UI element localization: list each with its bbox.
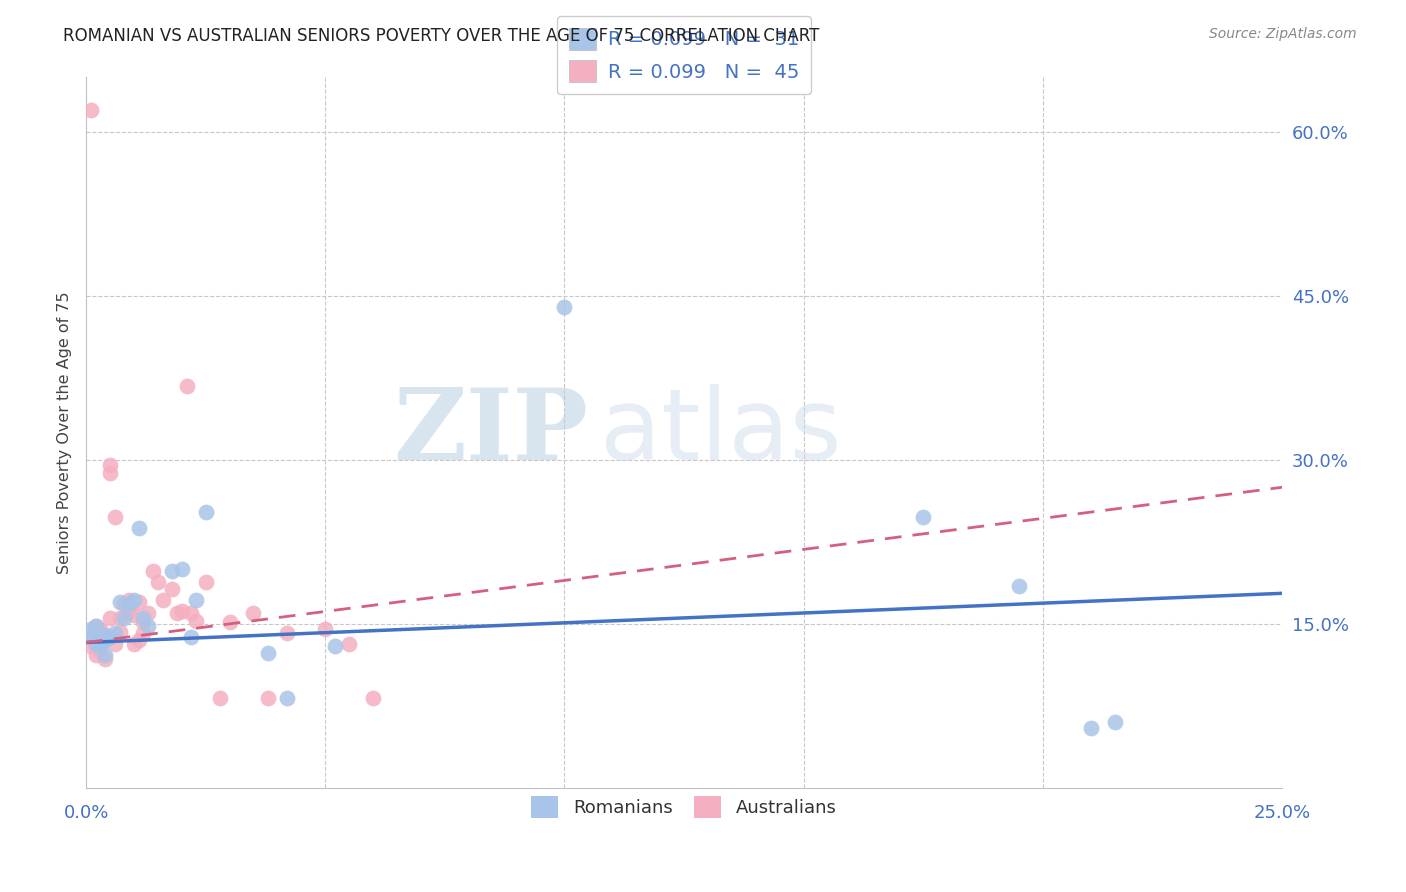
Point: [122, 593, 145, 607]
Point: [166, 606, 188, 620]
Text: Source: ZipAtlas.com: Source: ZipAtlas.com: [1209, 27, 1357, 41]
Point: [128, 595, 150, 609]
Legend: Romanians, Australians: Romanians, Australians: [524, 789, 844, 825]
Point: [112, 597, 135, 611]
Point: [276, 625, 298, 640]
Point: [132, 611, 155, 625]
Point: [1104, 715, 1126, 730]
Point: [218, 615, 240, 629]
Point: [118, 593, 141, 607]
Point: [98, 466, 121, 480]
Point: [136, 606, 159, 620]
Point: [89, 623, 111, 637]
Point: [84, 619, 107, 633]
Point: [112, 611, 135, 625]
Point: [553, 300, 575, 314]
Point: [108, 595, 131, 609]
Point: [160, 565, 183, 579]
Point: [132, 615, 155, 629]
Point: [170, 604, 193, 618]
Point: [194, 505, 217, 519]
Point: [132, 625, 155, 640]
Point: [94, 628, 117, 642]
Point: [104, 625, 127, 640]
Point: [89, 630, 111, 644]
Point: [1080, 721, 1102, 735]
Point: [94, 648, 117, 662]
Point: [80, 639, 103, 653]
Text: ROMANIAN VS AUSTRALIAN SENIORS POVERTY OVER THE AGE OF 75 CORRELATION CHART: ROMANIAN VS AUSTRALIAN SENIORS POVERTY O…: [63, 27, 820, 45]
Point: [1008, 579, 1031, 593]
Point: [152, 593, 174, 607]
Point: [94, 628, 117, 642]
Point: [94, 652, 117, 666]
Point: [89, 633, 111, 648]
Y-axis label: Seniors Poverty Over the Age of 75: Seniors Poverty Over the Age of 75: [58, 292, 72, 574]
Text: atlas: atlas: [600, 384, 842, 481]
Point: [98, 611, 121, 625]
Point: [176, 378, 198, 392]
Point: [142, 565, 165, 579]
Point: [94, 633, 117, 648]
Point: [84, 637, 107, 651]
Point: [184, 614, 207, 628]
Point: [128, 633, 150, 648]
Text: ZIP: ZIP: [394, 384, 588, 481]
Point: [276, 691, 298, 706]
Point: [122, 637, 145, 651]
Point: [257, 647, 280, 661]
Point: [314, 623, 336, 637]
Point: [136, 619, 159, 633]
Point: [89, 644, 111, 658]
Point: [194, 575, 217, 590]
Point: [118, 604, 141, 618]
Point: [80, 628, 103, 642]
Point: [89, 639, 111, 653]
Point: [80, 628, 103, 642]
Point: [104, 509, 127, 524]
Point: [912, 509, 935, 524]
Point: [146, 575, 169, 590]
Point: [257, 691, 280, 706]
Point: [337, 637, 360, 651]
Point: [80, 103, 103, 118]
Point: [361, 691, 384, 706]
Point: [104, 637, 127, 651]
Point: [128, 521, 150, 535]
Point: [180, 606, 202, 620]
Point: [98, 630, 121, 644]
Point: [170, 562, 193, 576]
Point: [84, 619, 107, 633]
Point: [122, 608, 145, 623]
Point: [108, 611, 131, 625]
Point: [242, 606, 264, 620]
Point: [84, 648, 107, 662]
Point: [80, 623, 103, 637]
Point: [323, 639, 346, 653]
Point: [98, 458, 121, 473]
Point: [208, 691, 231, 706]
Point: [180, 630, 202, 644]
Point: [184, 593, 207, 607]
Point: [108, 624, 131, 639]
Point: [118, 597, 141, 611]
Point: [160, 582, 183, 596]
